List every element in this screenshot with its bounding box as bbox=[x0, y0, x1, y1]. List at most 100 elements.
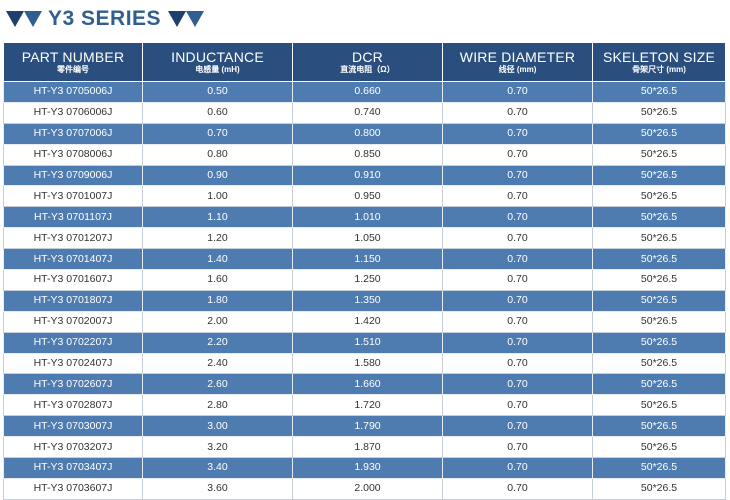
skeleton-size-cell: 50*26.5 bbox=[592, 122, 726, 145]
wire-diameter-cell: 0.70 bbox=[442, 415, 593, 438]
skeleton-size-cell: 50*26.5 bbox=[592, 436, 726, 459]
skeleton-size-cell: 50*26.5 bbox=[592, 373, 726, 396]
inductance-cell: 0.50 bbox=[142, 81, 293, 103]
wire-diameter-cell: 0.70 bbox=[442, 269, 593, 291]
dcr-cell: 1.250 bbox=[292, 269, 443, 291]
wire-diameter-cell: 0.70 bbox=[442, 164, 593, 187]
table-row: HT-Y3 0701407J 1.40 1.150 0.70 50*26.5 bbox=[3, 248, 726, 271]
table-row: HT-Y3 0701207J 1.20 1.050 0.70 50*26.5 bbox=[3, 227, 726, 250]
skeleton-size-cell: 50*26.5 bbox=[592, 101, 726, 124]
table-row: HT-Y3 0702807J 2.80 1.720 0.70 50*26.5 bbox=[3, 394, 726, 417]
dcr-cell: 0.740 bbox=[292, 101, 443, 124]
wire-diameter-cell: 0.70 bbox=[442, 457, 593, 479]
wire-diameter-cell: 0.70 bbox=[442, 248, 593, 271]
inductance-cell: 1.00 bbox=[142, 185, 293, 208]
double-triangle-icon bbox=[168, 11, 205, 27]
dcr-cell: 1.660 bbox=[292, 373, 443, 396]
dcr-cell: 1.420 bbox=[292, 310, 443, 333]
spec-table: PART NUMBER 零件编号 INDUCTANCE 电感量 (mH) DCR 直流… bbox=[3, 42, 726, 500]
series-title-bar: Y3 SERIES bbox=[0, 0, 730, 38]
table-row: HT-Y3 0701007J 1.00 0.950 0.70 50*26.5 bbox=[3, 185, 726, 208]
dcr-cell: 1.510 bbox=[292, 331, 443, 354]
wire-diameter-cell: 0.70 bbox=[442, 206, 593, 229]
wire-diameter-cell: 0.70 bbox=[442, 81, 593, 103]
dcr-cell: 1.870 bbox=[292, 436, 443, 459]
skeleton-size-cell: 50*26.5 bbox=[592, 206, 726, 229]
table-row: HT-Y3 0708006J 0.80 0.850 0.70 50*26.5 bbox=[3, 143, 726, 166]
dcr-cell: 0.950 bbox=[292, 185, 443, 208]
inductance-cell: 0.70 bbox=[142, 122, 293, 145]
part-number-cell: HT-Y3 0705006J bbox=[3, 81, 143, 103]
table-row: HT-Y3 0703607J 3.60 2.000 0.70 50*26.5 bbox=[3, 477, 726, 500]
wire-diameter-cell: 0.70 bbox=[442, 373, 593, 396]
table-row: HT-Y3 0702007J 2.00 1.420 0.70 50*26.5 bbox=[3, 310, 726, 333]
wire-diameter-cell: 0.70 bbox=[442, 436, 593, 459]
dcr-cell: 1.720 bbox=[292, 394, 443, 417]
dcr-cell: 1.010 bbox=[292, 206, 443, 229]
header-inductance: INDUCTANCE 电感量 (mH) bbox=[142, 42, 293, 82]
part-number-cell: HT-Y3 0702207J bbox=[3, 331, 143, 354]
dcr-cell: 0.800 bbox=[292, 122, 443, 145]
table-row: HT-Y3 0701607J 1.60 1.250 0.70 50*26.5 bbox=[3, 269, 726, 291]
wire-diameter-cell: 0.70 bbox=[442, 394, 593, 417]
dcr-cell: 1.350 bbox=[292, 289, 443, 312]
inductance-cell: 0.90 bbox=[142, 164, 293, 187]
skeleton-size-cell: 50*26.5 bbox=[592, 457, 726, 479]
part-number-cell: HT-Y3 0708006J bbox=[3, 143, 143, 166]
inductance-cell: 0.80 bbox=[142, 143, 293, 166]
table-row: HT-Y3 0705006J 0.50 0.660 0.70 50*26.5 bbox=[3, 81, 726, 103]
part-number-cell: HT-Y3 0701007J bbox=[3, 185, 143, 208]
wire-diameter-cell: 0.70 bbox=[442, 122, 593, 145]
skeleton-size-cell: 50*26.5 bbox=[592, 164, 726, 187]
wire-diameter-cell: 0.70 bbox=[442, 185, 593, 208]
wire-diameter-cell: 0.70 bbox=[442, 477, 593, 500]
dcr-cell: 0.660 bbox=[292, 81, 443, 103]
part-number-cell: HT-Y3 0702007J bbox=[3, 310, 143, 333]
inductance-cell: 1.40 bbox=[142, 248, 293, 271]
wire-diameter-cell: 0.70 bbox=[442, 289, 593, 312]
table-row: HT-Y3 0703007J 3.00 1.790 0.70 50*26.5 bbox=[3, 415, 726, 438]
dcr-cell: 1.050 bbox=[292, 227, 443, 250]
dcr-cell: 1.150 bbox=[292, 248, 443, 271]
table-row: HT-Y3 0706006J 0.60 0.740 0.70 50*26.5 bbox=[3, 101, 726, 124]
table-row: HT-Y3 0702407J 2.40 1.580 0.70 50*26.5 bbox=[3, 352, 726, 375]
double-triangle-icon bbox=[6, 11, 42, 27]
table-row: HT-Y3 0701107J 1.10 1.010 0.70 50*26.5 bbox=[3, 206, 726, 229]
part-number-cell: HT-Y3 0702407J bbox=[3, 352, 143, 375]
inductance-cell: 0.60 bbox=[142, 101, 293, 124]
part-number-cell: HT-Y3 0701407J bbox=[3, 248, 143, 271]
skeleton-size-cell: 50*26.5 bbox=[592, 81, 726, 103]
inductance-cell: 2.00 bbox=[142, 310, 293, 333]
inductance-cell: 2.80 bbox=[142, 394, 293, 417]
part-number-cell: HT-Y3 0701107J bbox=[3, 206, 143, 229]
skeleton-size-cell: 50*26.5 bbox=[592, 415, 726, 438]
header-wire-diameter: WIRE DIAMETER 线径 (mm) bbox=[442, 42, 593, 82]
header-skeleton-size: SKELETON SIZE 骨架尺寸 (mm) bbox=[592, 42, 726, 82]
skeleton-size-cell: 50*26.5 bbox=[592, 331, 726, 354]
part-number-cell: HT-Y3 0703007J bbox=[3, 415, 143, 438]
dcr-cell: 1.930 bbox=[292, 457, 443, 479]
header-dcr: DCR 直流电阻（Ω） bbox=[292, 42, 443, 82]
skeleton-size-cell: 50*26.5 bbox=[592, 310, 726, 333]
wire-diameter-cell: 0.70 bbox=[442, 143, 593, 166]
inductance-cell: 1.20 bbox=[142, 227, 293, 250]
inductance-cell: 3.00 bbox=[142, 415, 293, 438]
inductance-cell: 3.40 bbox=[142, 457, 293, 479]
skeleton-size-cell: 50*26.5 bbox=[592, 269, 726, 291]
part-number-cell: HT-Y3 0701607J bbox=[3, 269, 143, 291]
part-number-cell: HT-Y3 0707006J bbox=[3, 122, 143, 145]
table-row: HT-Y3 0702607J 2.60 1.660 0.70 50*26.5 bbox=[3, 373, 726, 396]
table-row: HT-Y3 0709006J 0.90 0.910 0.70 50*26.5 bbox=[3, 164, 726, 187]
table-body: HT-Y3 0705006J 0.50 0.660 0.70 50*26.5 HT-Y3 … bbox=[3, 81, 726, 500]
skeleton-size-cell: 50*26.5 bbox=[592, 143, 726, 166]
wire-diameter-cell: 0.70 bbox=[442, 310, 593, 333]
skeleton-size-cell: 50*26.5 bbox=[592, 185, 726, 208]
header-part-number: PART NUMBER 零件编号 bbox=[3, 42, 143, 82]
table-row: HT-Y3 0701807J 1.80 1.350 0.70 50*26.5 bbox=[3, 289, 726, 312]
dcr-cell: 1.790 bbox=[292, 415, 443, 438]
inductance-cell: 1.60 bbox=[142, 269, 293, 291]
part-number-cell: HT-Y3 0709006J bbox=[3, 164, 143, 187]
inductance-cell: 2.60 bbox=[142, 373, 293, 396]
part-number-cell: HT-Y3 0706006J bbox=[3, 101, 143, 124]
table-row: HT-Y3 0707006J 0.70 0.800 0.70 50*26.5 bbox=[3, 122, 726, 145]
